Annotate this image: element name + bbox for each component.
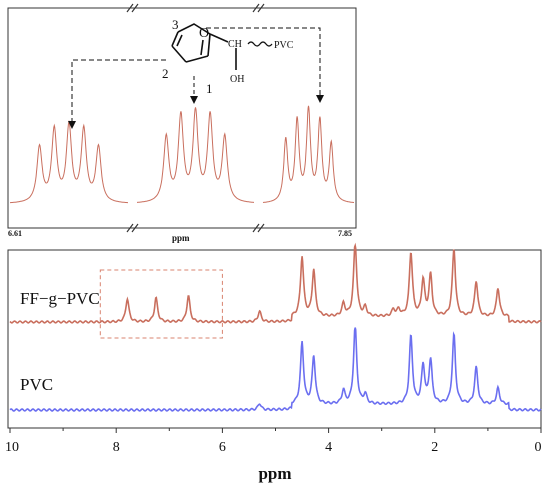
pvc-spectrum-line [9, 327, 542, 412]
assignment-arrow-1 [190, 76, 198, 104]
inset-peak-group-3 [262, 105, 354, 203]
x-tick-label-4: 4 [325, 440, 332, 455]
ch-label: CH [228, 39, 242, 50]
carbon-1-label: 1 [206, 81, 213, 96]
axis-break-top-1 [126, 3, 139, 13]
inset-peak-group-1 [137, 107, 254, 203]
x-tick-label-8: 8 [113, 440, 120, 455]
inset-panel: 6.61 7.85 ppm O 3 2 1 CH OH PVC [7, 3, 357, 243]
main-panel: FF−g−PVC PVC 10 8 6 4 2 0 ppm [5, 242, 542, 483]
inset-spectrum [10, 105, 354, 204]
x-tick-label-6: 6 [219, 440, 226, 455]
inset-peak-group-2 [10, 119, 128, 204]
furan-structure [171, 23, 273, 70]
axis-break-top-2 [252, 3, 265, 13]
main-spectra [9, 242, 542, 412]
x-tick-label-2: 2 [431, 440, 438, 455]
x-tick-label-10: 10 [5, 440, 19, 455]
legend-pvc: PVC [20, 375, 53, 394]
inset-x-start-label: 6.61 [8, 229, 22, 238]
x-tick-label-0: 0 [535, 440, 542, 455]
oh-label: OH [230, 74, 244, 85]
axis-break-bottom-1 [126, 223, 139, 233]
furan-oxygen-label: O [199, 26, 209, 41]
inset-frame [7, 7, 357, 229]
axis-break-bottom-2 [252, 223, 265, 233]
main-x-axis-label: ppm [258, 464, 291, 483]
highlight-region-box [99, 269, 223, 339]
main-x-axis: 10 8 6 4 2 0 [5, 428, 542, 455]
main-frame [7, 249, 542, 429]
carbon-3-label: 3 [172, 17, 179, 32]
inset-x-axis-label: ppm [172, 233, 190, 243]
legend-ffgpvc: FF−g−PVC [20, 289, 100, 308]
assignment-arrow-2 [68, 59, 166, 129]
carbon-2-label: 2 [162, 66, 169, 81]
ffgpvc-spectrum-line [9, 242, 542, 324]
pvc-substituent-label: PVC [274, 40, 294, 51]
assignment-arrow-3 [206, 27, 324, 103]
inset-x-end-label: 7.85 [338, 229, 352, 238]
